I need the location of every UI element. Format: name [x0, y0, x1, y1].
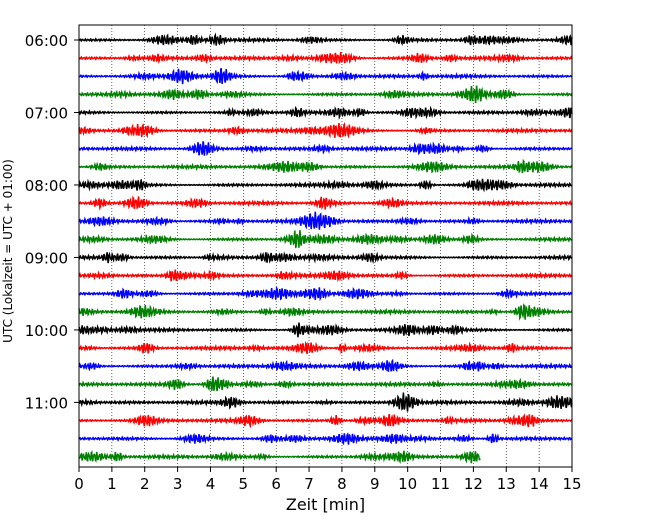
- seismogram-trace: [78, 195, 573, 211]
- x-tick-label: 1: [107, 475, 117, 493]
- x-tick-label: 2: [140, 475, 150, 493]
- x-tick-label: 5: [239, 475, 249, 493]
- x-tick-label: 8: [337, 475, 347, 493]
- seismogram-trace: [78, 303, 573, 321]
- seismogram-traces: [78, 32, 573, 465]
- x-tick-label: 11: [431, 475, 450, 493]
- seismogram-trace: [78, 340, 573, 355]
- x-tick-label: 10: [398, 475, 417, 493]
- seismogram-trace: [78, 211, 573, 230]
- x-axis-ticks: 0 1 2 3 4 5 6 7 8 9 10 11 12 13 14 15: [74, 467, 582, 493]
- x-axis-label: Zeit [min]: [286, 495, 365, 514]
- x-tick-label: 4: [206, 475, 216, 493]
- x-tick-label: 14: [530, 475, 549, 493]
- seismogram-trace: [78, 158, 573, 174]
- y-tick-label: 07:00: [25, 104, 68, 122]
- x-tick-label: 9: [370, 475, 380, 493]
- seismogram-trace: [78, 322, 573, 338]
- y-axis-label: UTC (Lokalzeit = UTC + 01:00): [1, 159, 15, 343]
- seismogram-trace: [78, 141, 573, 157]
- x-tick-label: 6: [271, 475, 281, 493]
- seismogram-trace: [78, 251, 573, 265]
- x-tick-label: 0: [74, 475, 84, 493]
- seismogram-trace: [78, 450, 481, 465]
- seismogram-trace: [78, 413, 573, 429]
- seismogram-trace: [78, 178, 573, 193]
- x-tick-label: 15: [562, 475, 581, 493]
- seismogram-trace: [78, 392, 573, 412]
- seismogram-trace: [78, 52, 573, 65]
- x-tick-label: 13: [497, 475, 516, 493]
- y-tick-label: 08:00: [25, 177, 68, 195]
- y-axis-ticks: 06:00 07:00 08:00 09:00 10:00 11:00: [25, 32, 79, 412]
- seismogram-trace: [78, 269, 573, 282]
- x-tick-label: 12: [464, 475, 483, 493]
- seismogram-trace: [78, 376, 573, 392]
- y-tick-label: 10:00: [25, 322, 68, 340]
- y-tick-label: 09:00: [25, 249, 68, 267]
- y-tick-label: 06:00: [25, 32, 68, 50]
- seismogram-trace: [78, 32, 573, 46]
- x-tick-label: 3: [173, 475, 183, 493]
- x-tick-label: 7: [304, 475, 314, 493]
- y-tick-label: 11:00: [25, 394, 68, 412]
- seismogram-trace: [78, 432, 573, 446]
- seismogram-trace: [78, 358, 573, 373]
- seismogram-trace: [78, 285, 573, 302]
- seismogram-trace: [78, 105, 573, 120]
- plot-frame: [78, 24, 573, 468]
- seismogram-trace: [78, 230, 573, 249]
- seismogram-trace: [78, 85, 573, 104]
- seismogram-trace: [78, 122, 573, 139]
- seismogram-trace: [78, 67, 573, 85]
